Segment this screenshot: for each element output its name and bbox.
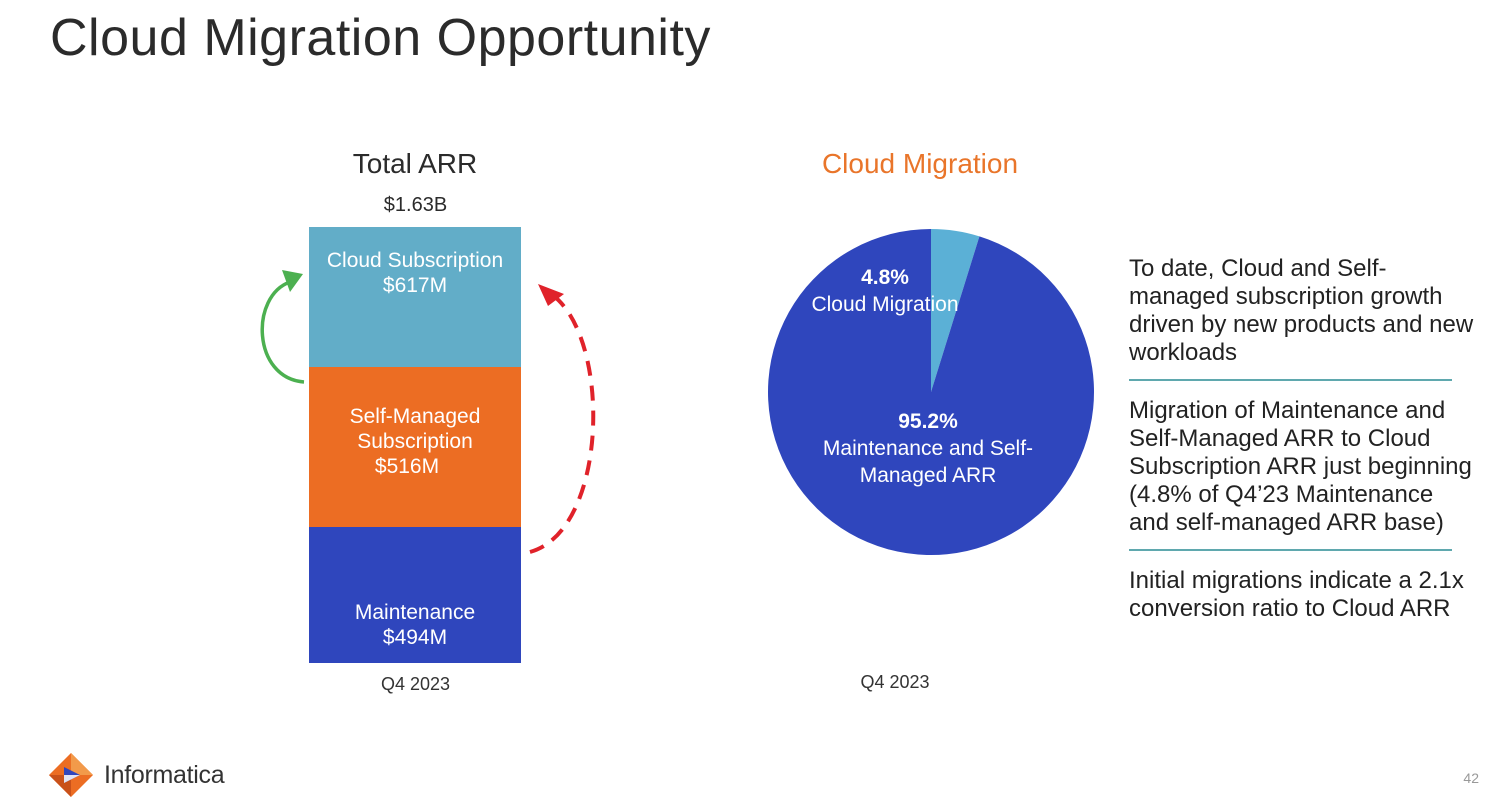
red-migration-arrow: [529, 290, 596, 554]
pie-label-cloud-migration-percent: 4.8%: [861, 266, 909, 289]
self-managed-segment-value: $516M: [374, 454, 440, 478]
logo-text: Informatica: [104, 760, 225, 789]
commentary-divider: [1129, 549, 1452, 551]
page-number: 42: [1463, 770, 1479, 786]
pie-label-cloud-migration: 4.8% Cloud Migration: [790, 264, 980, 318]
commentary-item: Initial migrations indicate a 2.1x conve…: [1129, 567, 1464, 622]
pie-label-maintenance-percent: 95.2%: [898, 410, 958, 433]
bar-segment-maintenance: Maintenance $494M: [309, 527, 521, 663]
pie-chart-title: Cloud Migration: [821, 148, 1019, 179]
pie-label-maintenance-name-line2: Managed ARR: [859, 464, 997, 487]
informatica-logo: Informatica: [48, 752, 225, 798]
commentary-list: To date, Cloud and Self-managed subscrip…: [1129, 255, 1474, 635]
pie-category: Q4 2023: [860, 672, 930, 692]
bar-segment-self-managed: Self-Managed Subscription $516M: [309, 366, 521, 528]
maintenance-segment-name: Maintenance: [354, 601, 476, 625]
informatica-logo-icon: [49, 753, 93, 797]
cloud-segment-value: $617M: [382, 274, 448, 297]
green-arrow-head: [282, 270, 303, 292]
commentary-item: Migration of Maintenance and Self-Manage…: [1129, 397, 1472, 536]
commentary-divider: [1129, 379, 1452, 381]
self-managed-segment-name-line2: Subscription: [357, 429, 473, 453]
bar-x-category: Q4 2023: [380, 674, 451, 694]
pie-label-maintenance: 95.2% Maintenance and Self- Managed ARR: [800, 408, 1056, 489]
bar-chart-title: Total ARR: [352, 148, 478, 179]
bar-segment-cloud-subscription: Cloud Subscription $617M: [309, 227, 521, 367]
maintenance-segment-value: $494M: [382, 626, 448, 650]
pie-label-maintenance-name-line1: Maintenance and Self-: [822, 437, 1034, 460]
slide-title: Cloud Migration Opportunity: [50, 9, 711, 67]
green-migration-arrow: [260, 280, 305, 384]
bar-total-label: $1.63B: [383, 194, 448, 216]
pie-label-cloud-migration-name: Cloud Migration: [811, 293, 959, 316]
pie-chart: [767, 229, 1094, 555]
cloud-segment-name: Cloud Subscription: [326, 249, 504, 272]
self-managed-segment-name-line1: Self-Managed: [349, 404, 481, 428]
pie-slice-maintenance-self-managed: [767, 229, 1094, 555]
pie-slice-cloud-migration: [931, 229, 980, 392]
commentary-item: To date, Cloud and Self-managed subscrip…: [1129, 255, 1474, 366]
red-arrow-head: [538, 284, 564, 306]
